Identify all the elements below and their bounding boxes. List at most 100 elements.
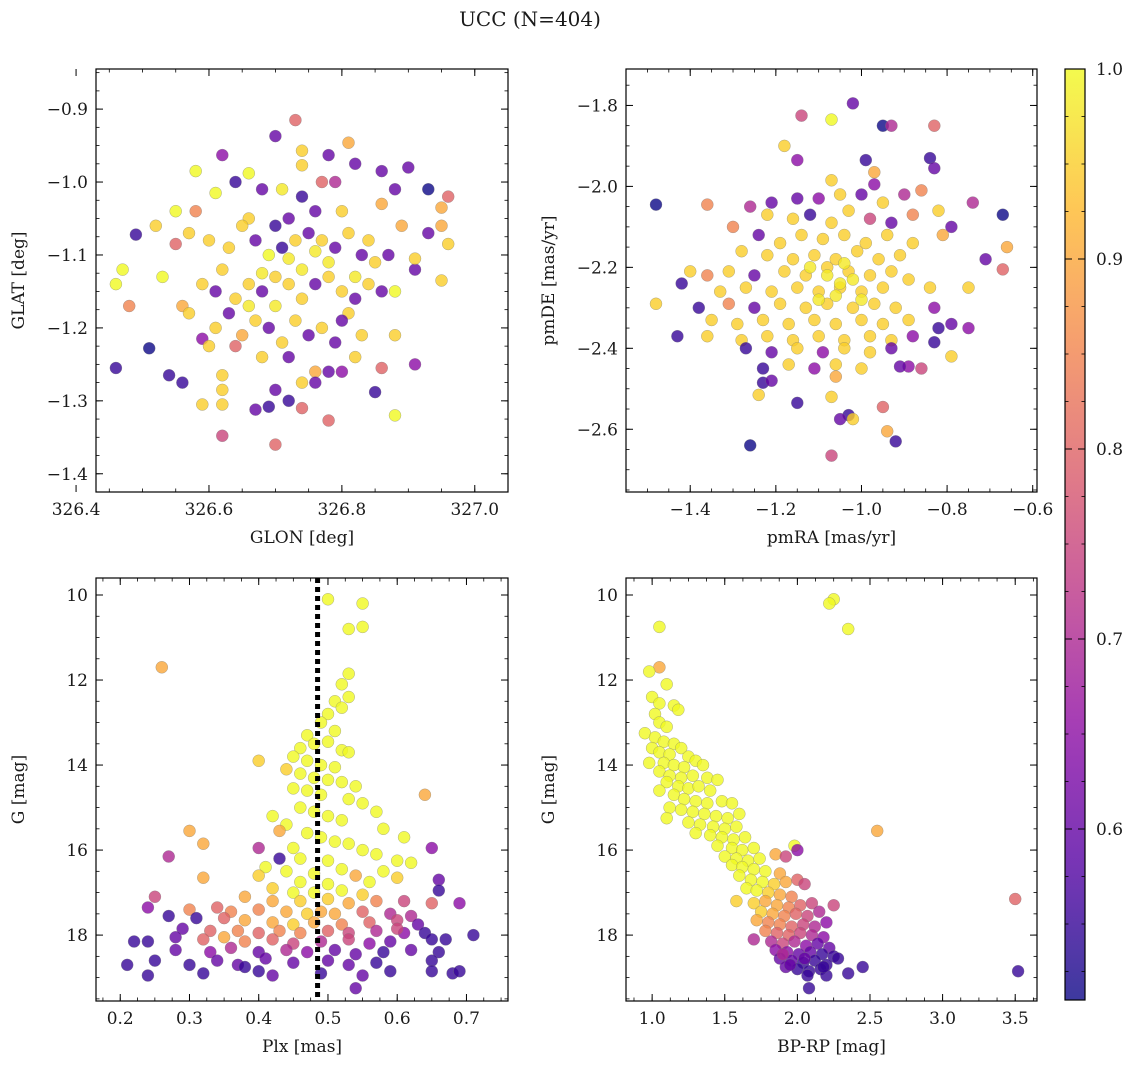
data-point: [328, 241, 342, 254]
data-point: [273, 824, 286, 838]
data-point: [356, 597, 369, 610]
data-point: [348, 292, 362, 305]
data-point: [196, 277, 209, 291]
data-point: [701, 797, 714, 810]
data-point: [176, 376, 189, 389]
data-point: [817, 960, 830, 974]
data-point: [841, 622, 855, 636]
data-point: [735, 244, 748, 258]
data-point: [799, 301, 813, 315]
data-point: [273, 852, 286, 865]
data-point: [786, 212, 800, 226]
data-point: [677, 792, 691, 806]
data-point: [404, 856, 418, 870]
data-point: [216, 369, 229, 382]
data-point: [725, 858, 739, 872]
colorbar: 0.6 0.7 0.8 0.9 1.0: [1064, 60, 1123, 1001]
data-point: [653, 746, 666, 759]
data-point: [425, 933, 439, 946]
data-point: [287, 918, 300, 931]
data-point: [1011, 964, 1025, 978]
x-tick-label: 0.4: [245, 1009, 272, 1029]
data-point: [842, 204, 855, 217]
data-point: [109, 277, 123, 291]
data-point: [649, 198, 663, 211]
data-point: [282, 212, 295, 225]
data-point: [342, 958, 355, 972]
data-point: [348, 270, 362, 284]
data-point: [229, 175, 242, 189]
data-point: [859, 236, 873, 250]
data-point: [282, 252, 295, 265]
data-point: [342, 622, 355, 636]
data-point: [945, 220, 958, 234]
data-point: [363, 916, 376, 929]
data-point: [210, 901, 224, 914]
y-axis-label: pmDE [mas/yr]: [539, 215, 559, 345]
data-point: [404, 943, 418, 957]
data-point: [663, 801, 676, 814]
data-point: [322, 365, 335, 378]
data-point: [294, 767, 307, 780]
data-point: [453, 896, 466, 910]
data-point: [335, 862, 349, 876]
data-point: [689, 826, 702, 840]
x-tick-label: −0.6: [1012, 500, 1053, 520]
data-point: [761, 248, 774, 262]
x-axis-label: BP-RP [mag]: [777, 1037, 886, 1057]
data-point: [671, 329, 684, 343]
data-point: [255, 350, 269, 364]
y-tick-label: 10: [596, 586, 618, 606]
data-point: [782, 358, 795, 371]
data-point: [753, 852, 766, 865]
data-point: [715, 794, 729, 808]
data-point: [870, 824, 884, 838]
data-point: [309, 365, 322, 378]
data-point: [141, 935, 155, 948]
data-point: [733, 807, 746, 821]
data-point: [321, 735, 335, 748]
y-tick-label: −1.1: [47, 246, 88, 266]
data-point: [660, 811, 673, 825]
data-point: [778, 265, 791, 278]
data-point: [739, 281, 753, 294]
data-point: [328, 907, 342, 921]
data-point: [711, 839, 724, 853]
data-point: [441, 237, 455, 251]
data-point: [252, 841, 265, 855]
data-point: [730, 820, 743, 833]
data-point: [282, 277, 295, 291]
data-point: [759, 924, 772, 938]
data-point: [259, 860, 272, 874]
data-point: [252, 964, 265, 978]
data-point: [390, 871, 404, 884]
data-point: [280, 943, 293, 957]
x-tick-label: −1.0: [841, 500, 882, 520]
data-point: [765, 374, 778, 387]
data-point: [829, 370, 843, 383]
data-point: [266, 894, 279, 908]
x-tick-label: −1.4: [670, 500, 711, 520]
data-point: [210, 954, 224, 967]
data-point: [294, 801, 307, 814]
data-point: [209, 186, 222, 200]
data-point: [876, 281, 890, 294]
data-point: [252, 926, 265, 940]
data-point: [202, 339, 216, 353]
data-point: [686, 805, 700, 819]
data-point: [855, 188, 868, 201]
data-point: [779, 850, 793, 863]
data-point: [808, 362, 821, 375]
y-tick-label: 18: [66, 926, 88, 946]
data-point: [765, 285, 778, 298]
data-point: [363, 875, 376, 889]
data-point: [295, 263, 309, 276]
data-point: [183, 824, 196, 838]
data-point: [928, 301, 941, 315]
data-point: [342, 933, 355, 946]
data-point: [229, 292, 242, 305]
data-point: [309, 277, 322, 291]
data-point: [788, 935, 801, 948]
data-point: [328, 943, 342, 957]
data-point: [375, 285, 388, 298]
